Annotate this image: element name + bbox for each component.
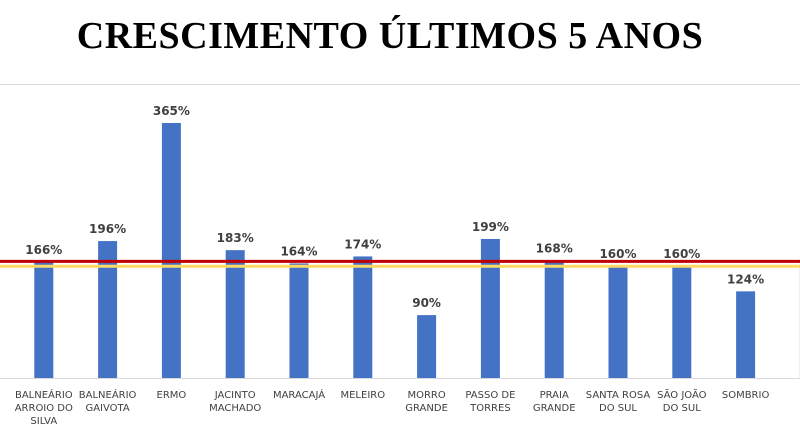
category-label: GRANDE <box>405 403 448 414</box>
data-label: 174% <box>344 237 381 251</box>
bar-morro-grande <box>417 315 437 378</box>
data-label: 90% <box>412 296 441 310</box>
chart-title: CRESCIMENTO ÚLTIMOS 5 ANOS <box>76 15 704 57</box>
category-label: DO SUL <box>663 403 701 414</box>
category-label: TORRES <box>469 403 511 414</box>
category-label: SOMBRIO <box>722 390 770 401</box>
category-label: MACHADO <box>209 403 261 414</box>
bar-ermo <box>161 123 181 378</box>
category-label: PASSO DE <box>465 390 515 401</box>
data-label: 160% <box>599 247 636 261</box>
category-label: MELEIRO <box>340 390 385 401</box>
category-label: GRANDE <box>533 403 576 414</box>
bar-praia-grande <box>544 260 564 378</box>
bar-passo-de-torres <box>480 238 500 378</box>
category-label: PRAIA <box>540 390 569 401</box>
category-label: ARROIO DO <box>15 403 73 414</box>
category-label: SILVA <box>30 416 57 427</box>
category-label: DO SUL <box>599 403 637 414</box>
data-label: 183% <box>217 231 254 245</box>
category-label: BALNEÁRIO <box>15 388 73 401</box>
bar-sombrio <box>736 291 756 378</box>
bar-jacinto-machado <box>225 250 245 378</box>
category-label: BALNEÁRIO <box>79 388 137 401</box>
bar-sao-joao-do-sul <box>672 266 692 378</box>
bar-santa-rosa-do-sul <box>608 266 628 378</box>
chart-top-border <box>0 84 800 85</box>
bar-meleiro <box>353 256 373 378</box>
data-label: 166% <box>25 243 62 257</box>
category-label: MARACAJÁ <box>273 388 325 401</box>
bar-maracaja <box>289 263 309 378</box>
data-label: 168% <box>536 242 573 256</box>
data-label: 365% <box>153 104 190 118</box>
data-label: 199% <box>472 220 509 234</box>
data-label: 124% <box>727 272 764 286</box>
category-label: JACINTO <box>214 390 256 401</box>
category-label: MORRO <box>407 390 445 401</box>
data-label: 160% <box>663 247 700 261</box>
bar-balneario-arroio-do-silva <box>34 262 54 378</box>
category-label: ERMO <box>157 390 187 401</box>
category-label: GAIVOTA <box>85 403 129 414</box>
category-label: SÃO JOÃO <box>657 388 707 401</box>
category-label: SANTA ROSA <box>586 390 651 401</box>
data-label: 196% <box>89 222 126 236</box>
bar-balneario-gaivota <box>98 241 118 378</box>
data-label: 164% <box>280 244 317 258</box>
